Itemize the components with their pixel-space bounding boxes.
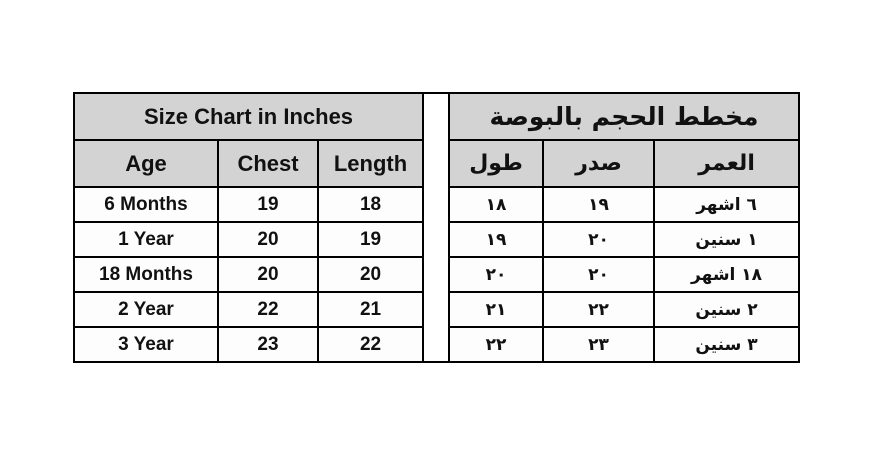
- cell-age-ar: ٣ سنين: [653, 326, 801, 363]
- col-header-chest-ar: صدر: [542, 139, 656, 188]
- cell-chest-ar: ١٩: [542, 186, 656, 223]
- col-header-age-ar: العمر: [653, 139, 801, 188]
- cell-chest-ar: ٢٢: [542, 291, 656, 328]
- cell-length-en: 19: [316, 221, 425, 258]
- cell-chest-ar: ٢٠: [542, 256, 656, 293]
- col-header-age: Age: [73, 139, 219, 188]
- cell-length-ar: ٢٢: [448, 326, 545, 363]
- cell-chest-en: 20: [217, 221, 319, 258]
- cell-chest-en: 23: [217, 326, 319, 363]
- cell-chest-en: 22: [217, 291, 319, 328]
- cell-age-ar: ١ سنين: [653, 221, 801, 258]
- cell-age-ar: ٢ سنين: [653, 291, 801, 328]
- size-chart-table: Size Chart in Inches مخطط الحجم بالبوصة …: [72, 92, 801, 363]
- cell-age-en: 6 Months: [73, 186, 219, 223]
- spacer-column: [422, 92, 451, 363]
- cell-length-ar: ٢٠: [448, 256, 545, 293]
- cell-age-en: 1 Year: [73, 221, 219, 258]
- cell-length-en: 18: [316, 186, 425, 223]
- table-row: 1 Year 20 19 ١٩ ٢٠ ١ سنين: [73, 221, 801, 258]
- cell-age-en: 2 Year: [73, 291, 219, 328]
- cell-chest-en: 19: [217, 186, 319, 223]
- col-header-chest: Chest: [217, 139, 319, 188]
- cell-length-en: 21: [316, 291, 425, 328]
- col-header-length: Length: [316, 139, 425, 188]
- table-row: 3 Year 23 22 ٢٢ ٢٣ ٣ سنين: [73, 326, 801, 363]
- cell-age-en: 3 Year: [73, 326, 219, 363]
- cell-age-ar: ٦ اشهر: [653, 186, 801, 223]
- cell-length-en: 20: [316, 256, 425, 293]
- cell-length-ar: ١٩: [448, 221, 545, 258]
- table-row: 6 Months 19 18 ١٨ ١٩ ٦ اشهر: [73, 186, 801, 223]
- table-row: 18 Months 20 20 ٢٠ ٢٠ ١٨ اشهر: [73, 256, 801, 293]
- table-row: 2 Year 22 21 ٢١ ٢٢ ٢ سنين: [73, 291, 801, 328]
- english-table-title: Size Chart in Inches: [72, 92, 425, 141]
- cell-age-ar: ١٨ اشهر: [653, 256, 801, 293]
- cell-length-en: 22: [316, 326, 425, 363]
- cell-length-ar: ٢١: [448, 291, 545, 328]
- cell-age-en: 18 Months: [73, 256, 219, 293]
- arabic-table-title: مخطط الحجم بالبوصة: [448, 92, 801, 141]
- col-header-length-ar: طول: [448, 139, 545, 188]
- cell-chest-ar: ٢٠: [542, 221, 656, 258]
- cell-chest-en: 20: [217, 256, 319, 293]
- cell-chest-ar: ٢٣: [542, 326, 656, 363]
- cell-length-ar: ١٨: [448, 186, 545, 223]
